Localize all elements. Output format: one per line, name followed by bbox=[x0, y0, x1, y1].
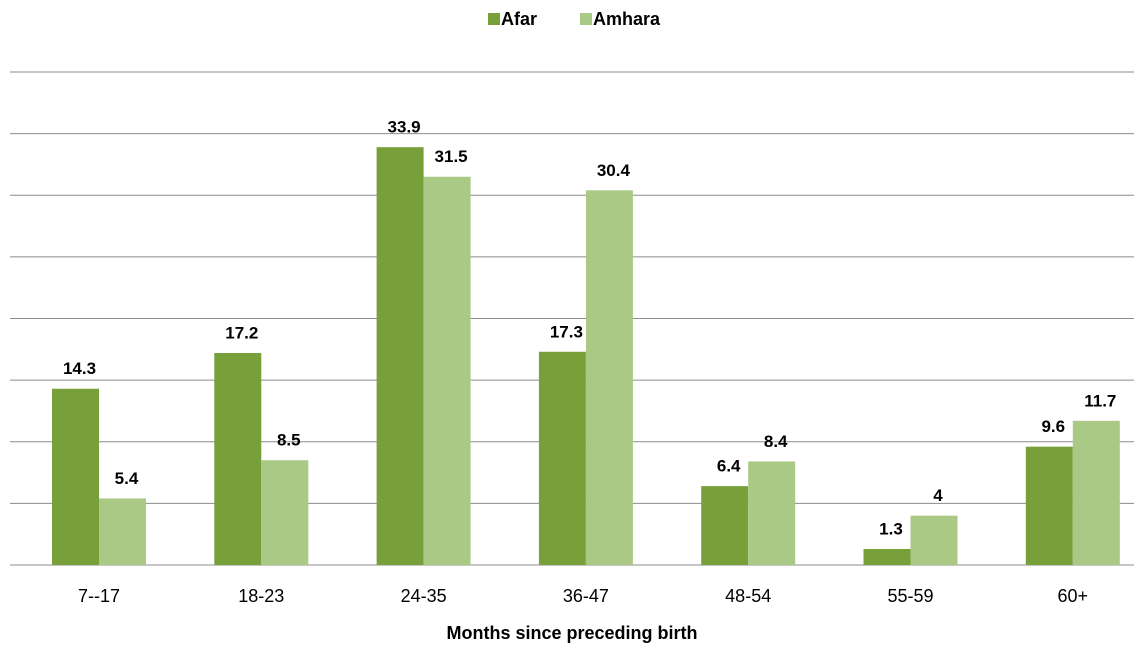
x-tick-label: 24-35 bbox=[401, 586, 447, 606]
x-axis-title: Months since preceding birth bbox=[446, 623, 697, 643]
x-tick-label: 60+ bbox=[1058, 586, 1089, 606]
x-tick-label: 55-59 bbox=[887, 586, 933, 606]
value-label: 1.3 bbox=[879, 519, 903, 538]
value-label: 33.9 bbox=[388, 118, 421, 137]
legend-swatch bbox=[580, 13, 592, 25]
x-tick-label: 48-54 bbox=[725, 586, 771, 606]
value-label: 8.4 bbox=[764, 432, 788, 451]
bar bbox=[261, 460, 309, 565]
bar bbox=[214, 353, 262, 565]
bar bbox=[423, 176, 471, 565]
x-tick-label: 36-47 bbox=[563, 586, 609, 606]
bar bbox=[748, 461, 796, 565]
bar bbox=[701, 486, 749, 565]
bar bbox=[376, 147, 424, 565]
bar bbox=[538, 351, 586, 565]
value-label: 8.5 bbox=[277, 431, 301, 450]
x-tick-label: 18-23 bbox=[238, 586, 284, 606]
bar bbox=[52, 388, 99, 565]
value-label: 4 bbox=[933, 486, 943, 505]
value-label: 17.2 bbox=[225, 323, 258, 342]
bar bbox=[863, 548, 911, 565]
value-label: 30.4 bbox=[597, 161, 631, 180]
bar bbox=[1025, 446, 1073, 565]
value-label: 17.3 bbox=[550, 322, 583, 341]
value-label: 5.4 bbox=[115, 469, 139, 488]
legend-swatch bbox=[488, 13, 500, 25]
legend-label: Afar bbox=[501, 9, 537, 29]
bar bbox=[585, 190, 633, 565]
x-tick-label: 7--17 bbox=[78, 586, 120, 606]
value-label: 31.5 bbox=[435, 147, 468, 166]
value-label: 9.6 bbox=[1041, 417, 1065, 436]
legend-label: Amhara bbox=[593, 9, 661, 29]
value-label: 14.3 bbox=[63, 359, 96, 378]
bar bbox=[910, 515, 958, 565]
value-label: 6.4 bbox=[717, 457, 741, 476]
bar bbox=[1072, 420, 1120, 565]
value-label: 11.7 bbox=[1084, 391, 1116, 410]
bar bbox=[99, 498, 146, 565]
